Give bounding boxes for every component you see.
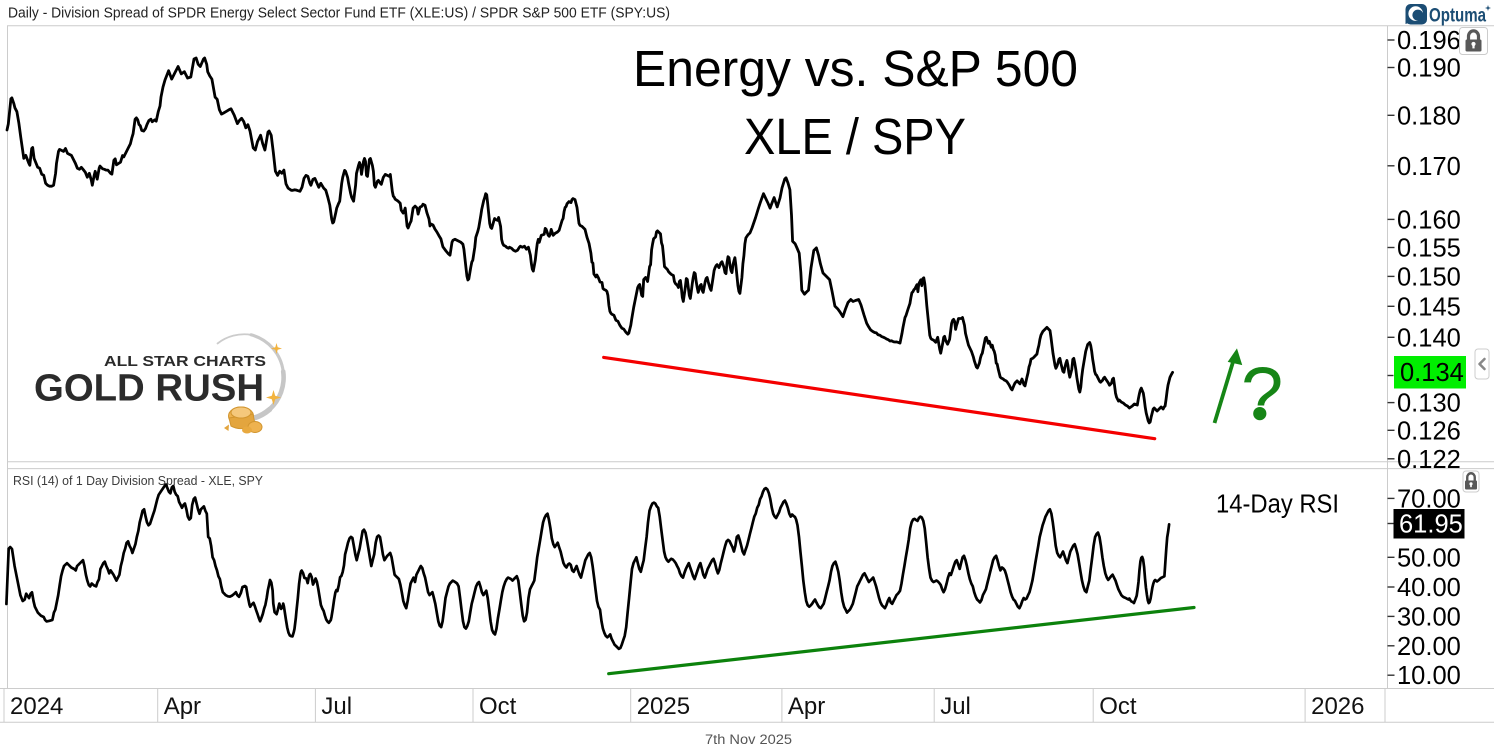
svg-text:0.150: 0.150 — [1397, 263, 1461, 291]
svg-text:Optuma: Optuma — [1429, 5, 1486, 27]
svg-text:Jul: Jul — [940, 693, 971, 720]
svg-text:RSI (14) of 1 Day Division Spr: RSI (14) of 1 Day Division Spread - XLE,… — [13, 474, 264, 488]
svg-text:GOLD RUSH: GOLD RUSH — [34, 368, 264, 410]
svg-text:2025: 2025 — [637, 693, 690, 720]
svg-text:61.95: 61.95 — [1399, 511, 1463, 539]
svg-text:Oct: Oct — [1099, 693, 1137, 720]
svg-text:0.190: 0.190 — [1397, 55, 1461, 83]
svg-text:0.160: 0.160 — [1397, 206, 1461, 234]
svg-text:20.00: 20.00 — [1397, 633, 1461, 661]
svg-text:0.155: 0.155 — [1397, 235, 1461, 263]
svg-text:70.00: 70.00 — [1397, 485, 1461, 513]
svg-text:Energy vs. S&P 500: Energy vs. S&P 500 — [633, 40, 1078, 97]
svg-text:0.130: 0.130 — [1397, 390, 1461, 418]
svg-text:0.122: 0.122 — [1397, 446, 1461, 474]
svg-text:30.00: 30.00 — [1397, 603, 1461, 631]
svg-text:Apr: Apr — [164, 693, 201, 720]
svg-text:10.00: 10.00 — [1397, 662, 1461, 690]
svg-text:Daily - Division Spread of SPD: Daily - Division Spread of SPDR Energy S… — [8, 6, 670, 22]
svg-text:Oct: Oct — [479, 693, 517, 720]
svg-text:50.00: 50.00 — [1397, 544, 1461, 572]
svg-text:7th Nov 2025: 7th Nov 2025 — [705, 732, 792, 747]
svg-text:0.126: 0.126 — [1397, 417, 1461, 445]
svg-text:XLE / SPY: XLE / SPY — [744, 108, 966, 165]
svg-text:0.134: 0.134 — [1400, 359, 1464, 387]
svg-text:Jul: Jul — [321, 693, 352, 720]
svg-text:0.140: 0.140 — [1397, 324, 1461, 352]
svg-text:0.196: 0.196 — [1397, 27, 1461, 55]
svg-text:14-Day RSI: 14-Day RSI — [1216, 491, 1339, 519]
svg-text:ALL STAR CHARTS: ALL STAR CHARTS — [104, 353, 266, 370]
svg-text:40.00: 40.00 — [1397, 574, 1461, 602]
svg-text:0.180: 0.180 — [1397, 102, 1461, 130]
svg-text:Apr: Apr — [788, 693, 825, 720]
svg-text:2024: 2024 — [10, 693, 63, 720]
svg-text:2026: 2026 — [1311, 693, 1364, 720]
svg-text:0.170: 0.170 — [1397, 153, 1461, 181]
svg-text:0.145: 0.145 — [1397, 293, 1461, 321]
svg-text:?: ? — [1241, 352, 1283, 437]
